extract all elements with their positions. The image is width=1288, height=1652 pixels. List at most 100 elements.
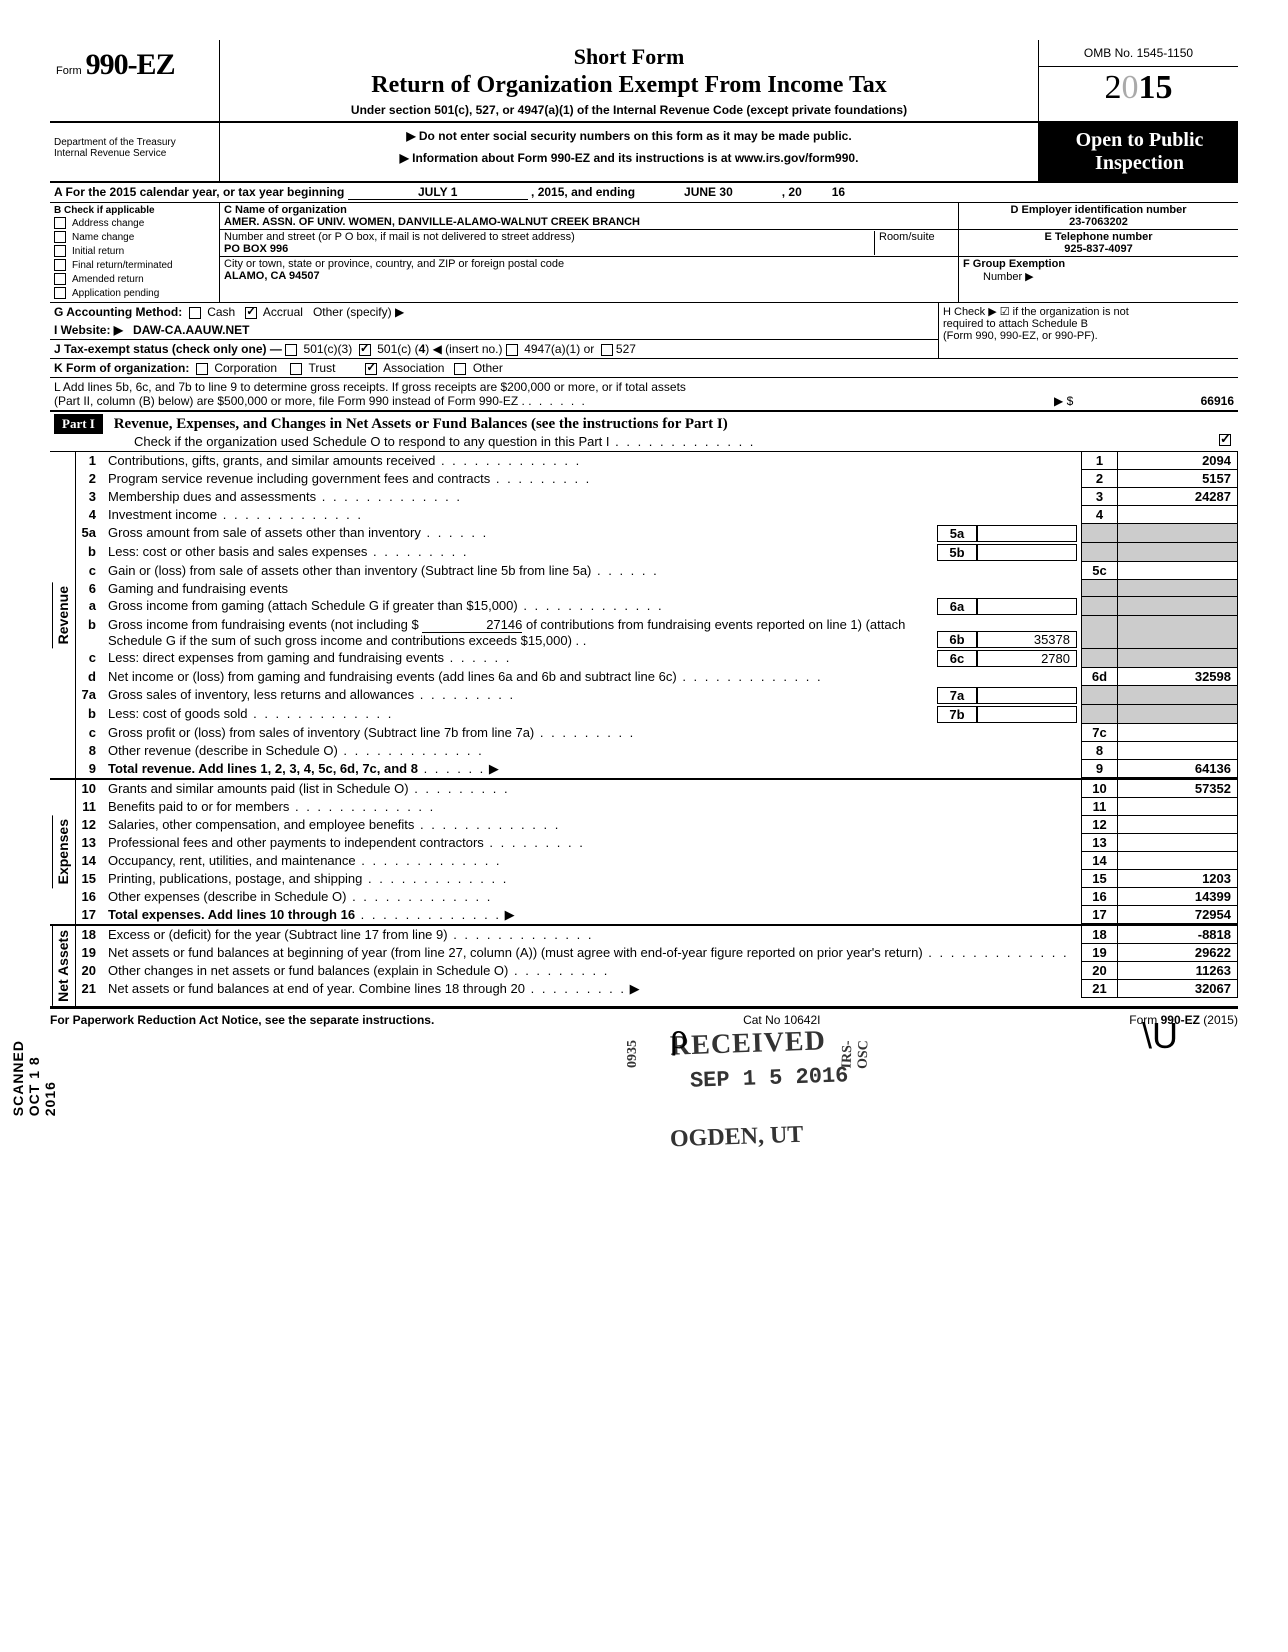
line10-val: 57352 — [1118, 780, 1238, 798]
lbl-501c3: 501(c)(3) — [304, 342, 353, 356]
chk-other-org[interactable] — [454, 363, 466, 375]
year-begin: JULY 1 — [348, 185, 528, 200]
part1-check: Check if the organization used Schedule … — [54, 434, 610, 449]
line6a-val — [977, 598, 1077, 615]
chk-amended-return[interactable] — [54, 273, 66, 285]
stamp-received: RECEIVED — [669, 1025, 826, 1062]
line9-desc: Total revenue. Add lines 1, 2, 3, 4, 5c,… — [108, 761, 418, 776]
chk-initial-return[interactable] — [54, 245, 66, 257]
lbl-corp: Corporation — [214, 361, 277, 375]
org-city: ALAMO, CA 94507 — [224, 270, 320, 282]
line17-val: 72954 — [1118, 906, 1238, 924]
row-j: J Tax-exempt status (check only one) — 5… — [50, 339, 938, 358]
info-link: ▶ Information about Form 990-EZ and its … — [226, 151, 1032, 165]
line5b-desc: Less: cost or other basis and sales expe… — [108, 544, 367, 559]
line7b-val — [977, 706, 1077, 723]
year-0: 0 — [1122, 69, 1139, 106]
line7c-val — [1118, 724, 1238, 742]
line9-val: 64136 — [1118, 760, 1238, 778]
year-15: 15 — [1139, 69, 1173, 106]
lbl-cash: Cash — [207, 305, 235, 319]
line6d-val: 32598 — [1118, 668, 1238, 686]
omb-number: OMB No. 1545-1150 — [1039, 40, 1238, 67]
line12-desc: Salaries, other compensation, and employ… — [108, 817, 414, 832]
k-label: K Form of organization: — [54, 361, 189, 375]
line6b-val: 35378 — [977, 631, 1077, 648]
line18-desc: Excess or (deficit) for the year (Subtra… — [108, 927, 448, 942]
chk-address-change[interactable] — [54, 217, 66, 229]
revenue-vert: Revenue — [52, 582, 73, 648]
chk-527[interactable] — [601, 344, 613, 356]
chk-corporation[interactable] — [196, 363, 208, 375]
line14-val — [1118, 852, 1238, 870]
footer-left: For Paperwork Reduction Act Notice, see … — [50, 1013, 434, 1027]
instructions-box: ▶ Do not enter social security numbers o… — [220, 123, 1038, 181]
line20-val: 11263 — [1118, 962, 1238, 980]
line5a-desc: Gross amount from sale of assets other t… — [108, 525, 421, 540]
row-a-label: A For the 2015 calendar year, or tax yea… — [54, 185, 344, 199]
row-i: I Website: ▶ DAW-CA.AAUW.NET — [50, 321, 938, 339]
open-to-public-box: Open to Public Inspection — [1038, 123, 1238, 181]
lbl-501c: 501(c) ( — [377, 342, 418, 356]
lbl-trust: Trust — [309, 361, 336, 375]
lbl-initial-return: Initial return — [72, 246, 124, 257]
footer: For Paperwork Reduction Act Notice, see … — [50, 1009, 1238, 1027]
line5c-val — [1118, 562, 1238, 580]
line8-val — [1118, 742, 1238, 760]
city-label: City or town, state or province, country… — [224, 258, 564, 270]
chk-trust[interactable] — [290, 363, 302, 375]
line20-desc: Other changes in net assets or fund bala… — [108, 963, 508, 978]
l-arrow: ▶ $ — [1054, 394, 1114, 408]
lbl-other-method: Other (specify) ▶ — [313, 305, 404, 319]
line21-desc: Net assets or fund balances at end of ye… — [108, 981, 525, 996]
lbl-other-org: Other — [473, 361, 503, 375]
row-a-yr-lbl: , 20 — [782, 185, 802, 199]
line5c-desc: Gain or (loss) from sale of assets other… — [108, 563, 591, 578]
chk-association[interactable] — [365, 363, 377, 375]
j-label: J Tax-exempt status (check only one) — — [54, 342, 282, 356]
part1-header-row: Part I Revenue, Expenses, and Changes in… — [50, 412, 1238, 452]
chk-application-pending[interactable] — [54, 287, 66, 299]
lbl-address-change: Address change — [72, 218, 144, 229]
chk-4947[interactable] — [506, 344, 518, 356]
expenses-section: Expenses 10Grants and similar amounts pa… — [50, 780, 1238, 926]
year-end: JUNE 30 — [638, 185, 778, 199]
netassets-table: 18Excess or (deficit) for the year (Subt… — [76, 926, 1238, 998]
row-k: K Form of organization: Corporation Trus… — [50, 359, 1238, 378]
e-label: E Telephone number — [1045, 231, 1153, 243]
line5b-val — [977, 544, 1077, 561]
lbl-assoc: Association — [383, 361, 444, 375]
line17-desc: Total expenses. Add lines 10 through 16 — [108, 907, 355, 922]
form-page: Form 990-EZ Short Form Return of Organiz… — [50, 40, 1238, 1027]
line6-desc: Gaming and fundraising events — [104, 580, 1082, 597]
row-ghi: G Accounting Method: Cash Accrual Other … — [50, 303, 1238, 359]
expenses-vert: Expenses — [52, 815, 73, 888]
i-label: I Website: ▶ — [54, 323, 123, 337]
h-line3: (Form 990, 990-EZ, or 990-PF). — [943, 330, 1234, 342]
line7a-val — [977, 687, 1077, 704]
chk-cash[interactable] — [189, 307, 201, 319]
line16-desc: Other expenses (describe in Schedule O) — [108, 889, 346, 904]
subtitle: Under section 501(c), 527, or 4947(a)(1)… — [228, 103, 1030, 117]
room-suite: Room/suite — [874, 231, 954, 255]
revenue-side-label: Revenue — [50, 452, 76, 778]
form-id-box: Form 990-EZ — [50, 40, 220, 121]
addr-label: Number and street (or P O box, if mail i… — [224, 231, 575, 243]
chk-final-return[interactable] — [54, 259, 66, 271]
h-line1: H Check ▶ ☑ if the organization is not — [943, 305, 1234, 318]
l-dots — [528, 394, 587, 408]
chk-schedule-o[interactable] — [1219, 434, 1231, 446]
chk-accrual[interactable] — [245, 307, 257, 319]
expenses-table: 10Grants and similar amounts paid (list … — [76, 780, 1238, 924]
chk-501c3[interactable] — [285, 344, 297, 356]
line13-val — [1118, 834, 1238, 852]
lbl-accrual: Accrual — [263, 305, 303, 319]
netassets-vert: Net Assets — [52, 926, 73, 1006]
chk-name-change[interactable] — [54, 231, 66, 243]
h-line2: required to attach Schedule B — [943, 318, 1234, 330]
line6b-amt: 27146 — [422, 617, 522, 633]
col-b: B Check if applicable Address change Nam… — [50, 203, 220, 302]
phone: 925-837-4097 — [1064, 243, 1133, 255]
line6b-desc: Gross income from fundraising events (no… — [108, 617, 419, 632]
chk-501c[interactable] — [359, 344, 371, 356]
